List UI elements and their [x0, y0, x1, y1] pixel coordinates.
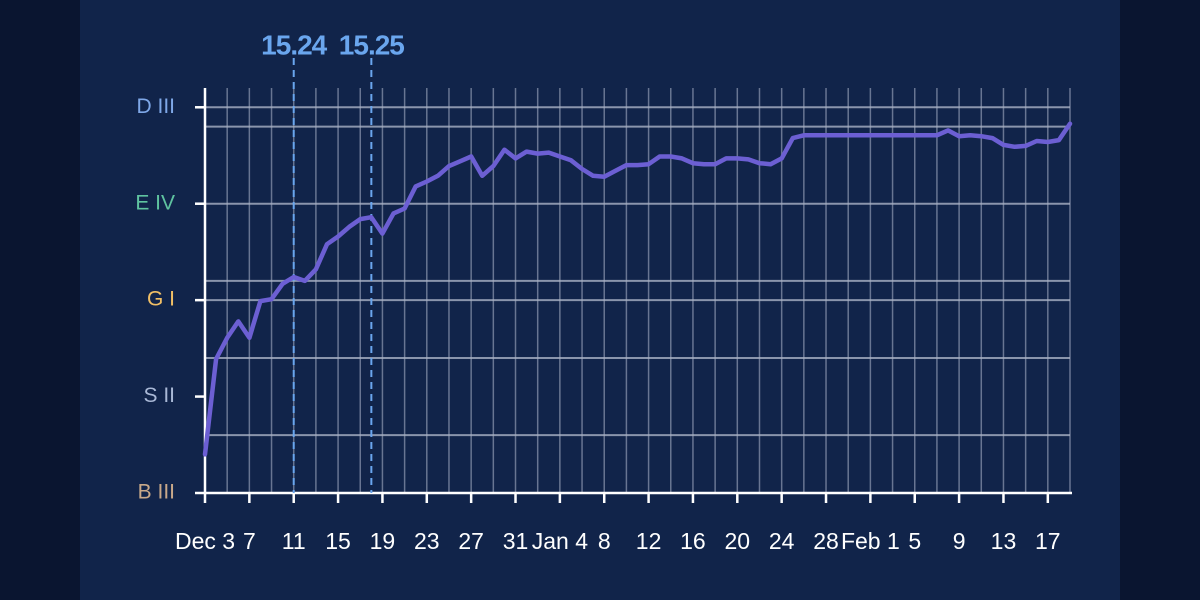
- x-tick-label: 7: [243, 528, 256, 554]
- x-tick-label: 5: [908, 528, 921, 554]
- x-tick-label: 24: [769, 528, 795, 554]
- annotation-label: 15.25: [339, 29, 404, 60]
- x-tick-label: 23: [414, 528, 440, 554]
- y-tick-label: G I: [147, 288, 175, 311]
- x-tick-label: 15: [325, 528, 351, 554]
- x-tick-label: 16: [680, 528, 706, 554]
- y-tick-label: E IV: [135, 191, 175, 214]
- annotation-label: 15.24: [261, 29, 327, 60]
- x-tick-label: Jan 4: [532, 528, 588, 554]
- x-tick-label: 31: [503, 528, 529, 554]
- y-tick-label: B III: [138, 481, 175, 504]
- x-tick-label: 13: [991, 528, 1017, 554]
- y-tick-label: D III: [136, 95, 175, 118]
- x-tick-label: 20: [725, 528, 751, 554]
- x-tick-label: 27: [458, 528, 484, 554]
- line-series: [202, 121, 1073, 457]
- x-tick-label: 9: [953, 528, 966, 554]
- x-tick-label: 12: [636, 528, 662, 554]
- x-tick-label: 17: [1035, 528, 1061, 554]
- x-tick-label: 8: [598, 528, 611, 554]
- x-tick-label: Dec 3: [175, 528, 235, 554]
- x-tick-label: 19: [370, 528, 396, 554]
- x-tick-label: Feb 1: [841, 528, 900, 554]
- x-tick-label: 28: [813, 528, 839, 554]
- y-tick-label: S II: [143, 384, 175, 407]
- x-tick-label: 11: [282, 528, 306, 554]
